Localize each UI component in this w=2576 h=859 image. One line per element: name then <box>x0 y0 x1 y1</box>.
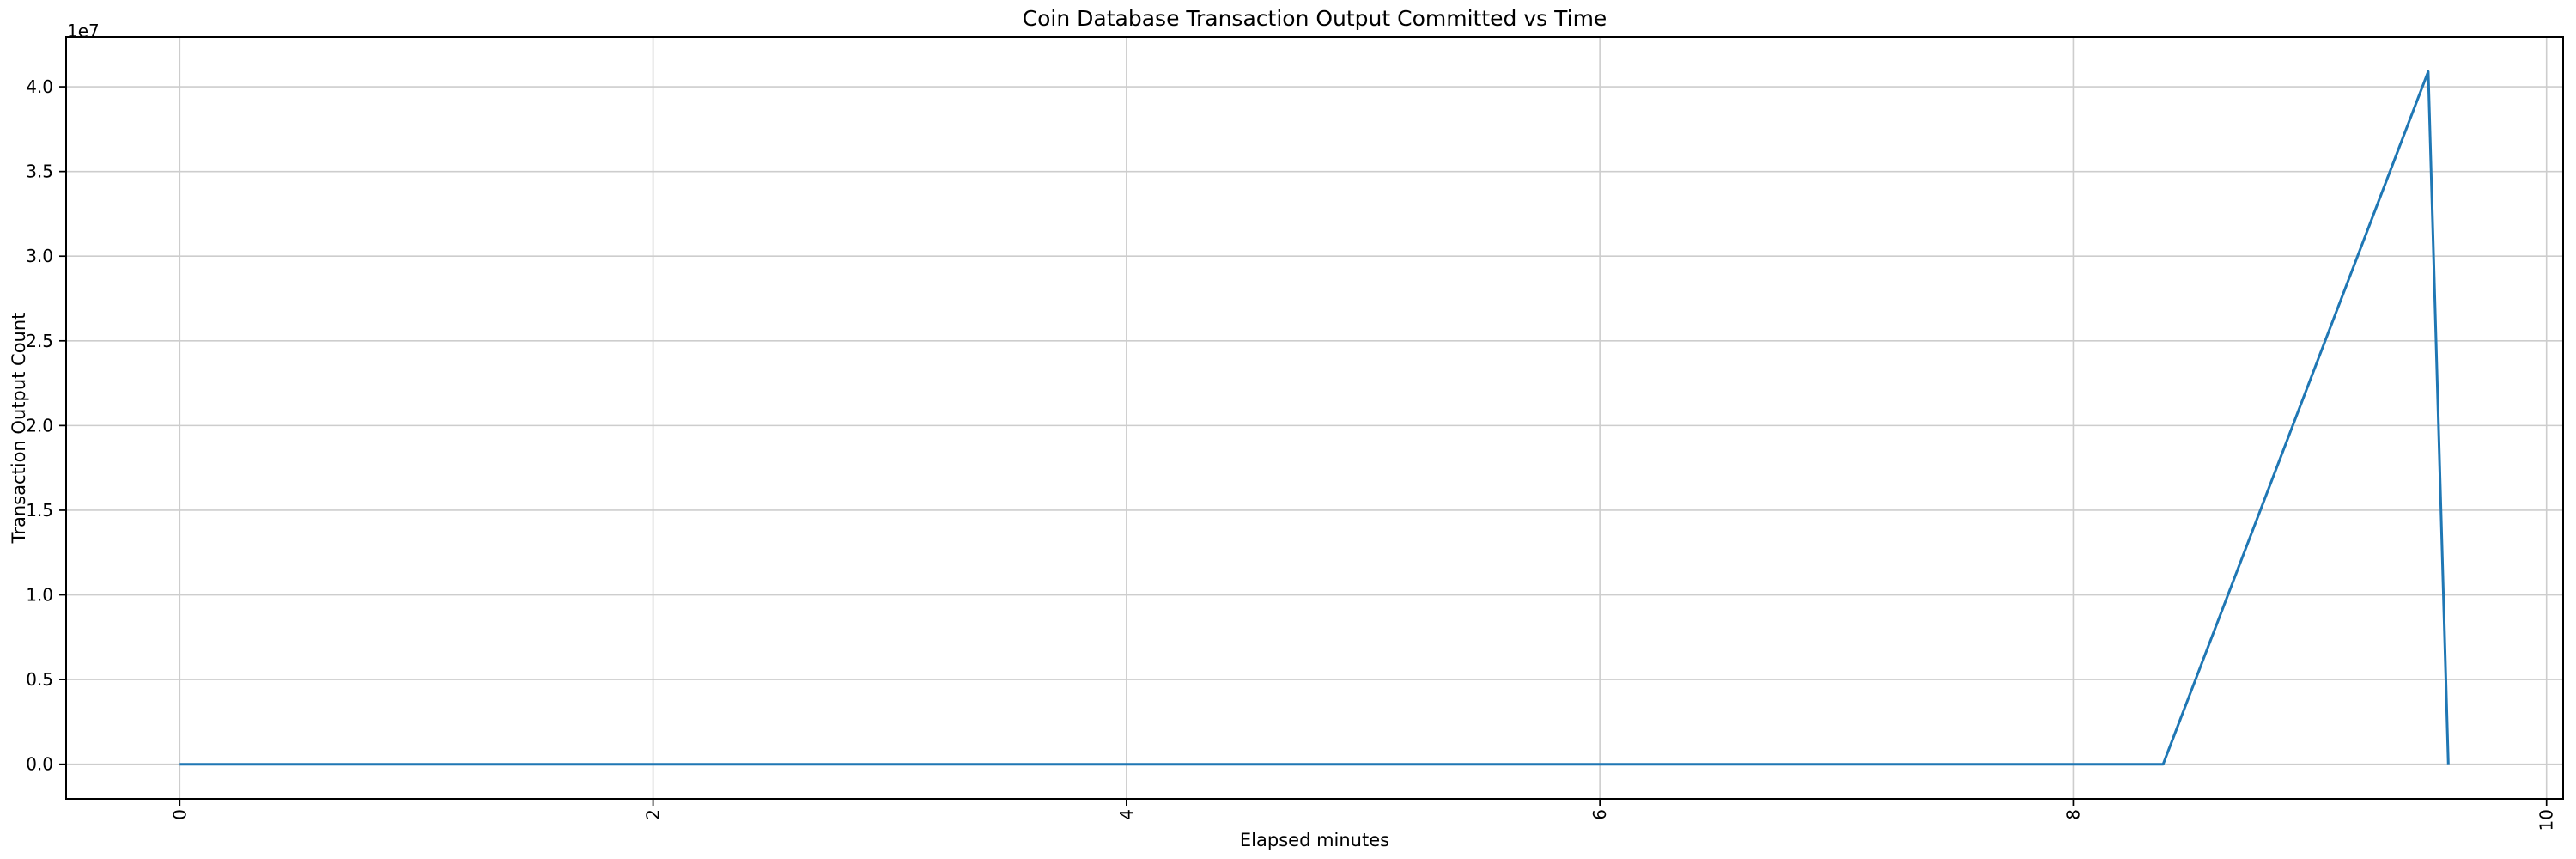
x-tick-label: 0 <box>169 809 190 820</box>
y-tick-label: 0.0 <box>26 754 53 775</box>
x-tick-label: 10 <box>2537 809 2557 831</box>
series-line-transaction-output-committed <box>179 70 2450 766</box>
y-tick-label: 3.5 <box>26 161 53 182</box>
x-tick-label: 8 <box>2063 809 2083 820</box>
x-tick-label: 2 <box>643 809 664 820</box>
y-tick-label: 1.5 <box>26 500 53 521</box>
x-tick-label: 6 <box>1589 809 1610 820</box>
y-tick-label: 0.5 <box>26 669 53 690</box>
y-tick-label: 2.0 <box>26 415 53 436</box>
y-axis-label: Transaction Output Count <box>9 312 29 544</box>
y-tick-label: 3.0 <box>26 246 53 266</box>
x-tick-label: 4 <box>1116 809 1137 820</box>
y-tick-label: 1.0 <box>26 585 53 606</box>
plot-border <box>65 36 2564 800</box>
y-tick-label: 2.5 <box>26 331 53 351</box>
y-tick-label: 4.0 <box>26 76 53 97</box>
y-axis-offset-label: 1e7 <box>67 21 100 41</box>
x-axis-label: Elapsed minutes <box>1239 830 1390 850</box>
chart-title: Coin Database Transaction Output Committ… <box>1022 6 1607 31</box>
